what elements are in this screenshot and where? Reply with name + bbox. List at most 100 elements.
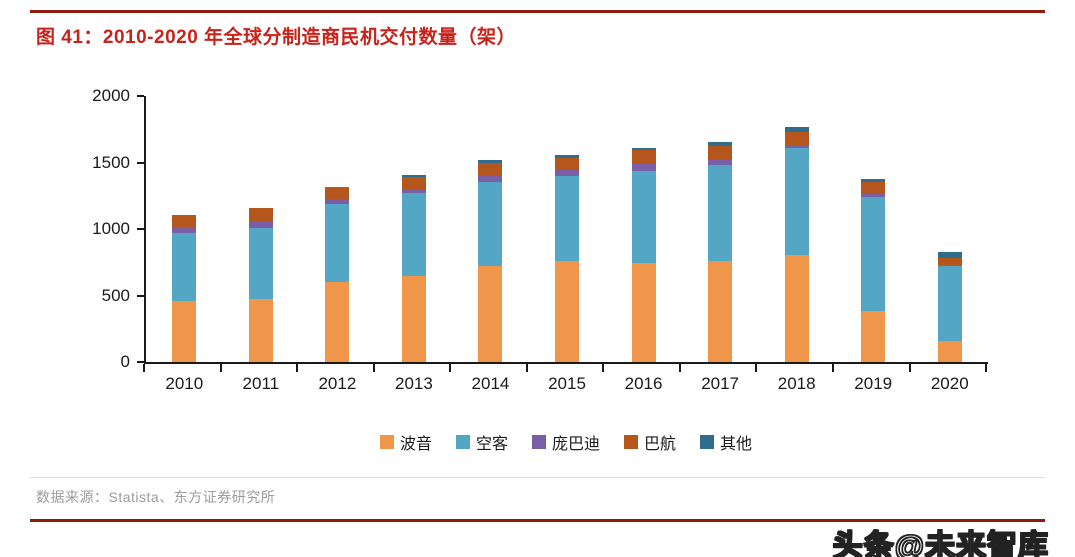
- bar-column-2018: [758, 96, 835, 362]
- data-source-note: 数据来源：Statista、东方证券研究所: [36, 489, 276, 505]
- bar-column-2014: [452, 96, 529, 362]
- bar-segment-空客-2015: [555, 176, 579, 261]
- y-tick-mark-1500: [137, 161, 144, 164]
- bar-segment-庞巴迪-2011: [248, 220, 273, 228]
- bar-column-2019: [835, 96, 912, 362]
- x-tick-label-2019: 2019: [854, 374, 893, 393]
- y-tick-label-1500: 1500: [92, 152, 130, 172]
- bar-segment-庞巴迪-2014: [478, 175, 503, 183]
- bar-segment-庞巴迪-2017: [708, 159, 733, 166]
- bar-segment-其他-2015: [555, 154, 579, 158]
- x-tick-mark-5: [525, 364, 528, 372]
- x-tick-mark-3: [372, 364, 375, 372]
- y-tick-mark-0: [137, 361, 144, 363]
- chart-legend: 波音 空客 庞巴迪 巴航 其他: [144, 430, 988, 454]
- x-tick-label-2014: 2014: [471, 374, 510, 393]
- bar-column-2016: [605, 96, 682, 362]
- bar-segment-庞巴迪-2019: [861, 194, 886, 197]
- bar-segment-巴航-2020: [937, 257, 962, 265]
- x-tick-mark-0: [143, 364, 145, 372]
- x-tick-mark-8: [755, 364, 758, 372]
- bar-column-2011: [223, 96, 300, 362]
- bar-column-2015: [529, 96, 606, 362]
- bar-segment-巴航-2015: [555, 157, 579, 171]
- bar-segment-波音-2016: [631, 262, 656, 362]
- x-tick-label-2018: 2018: [777, 374, 816, 393]
- top-rule: [30, 10, 1045, 13]
- y-tick-mark-1000: [137, 228, 144, 230]
- x-tick-label-2010: 2010: [165, 374, 204, 393]
- bar-segment-空客-2017: [708, 165, 733, 261]
- legend-label-巴航: 巴航: [644, 436, 677, 453]
- bar-segment-庞巴迪-2015: [555, 170, 579, 177]
- legend-label-庞巴迪: 庞巴迪: [551, 436, 600, 453]
- divider-line: [30, 477, 1045, 478]
- legend-swatch-巴航: [624, 435, 638, 449]
- bar-segment-空客-2019: [861, 196, 886, 312]
- bar-segment-空客-2016: [631, 171, 656, 263]
- x-tick-label-2013: 2013: [395, 374, 433, 393]
- x-tick-mark-9: [831, 364, 834, 372]
- bar-segment-波音-2020: [937, 341, 962, 362]
- plot-area: [144, 96, 988, 364]
- bar-segment-其他-2016: [631, 147, 656, 151]
- stacked-bar-2013: [401, 174, 426, 362]
- stacked-bar-2019: [861, 178, 886, 362]
- y-tick-label-1000: 1000: [92, 219, 130, 238]
- y-tick-label-2000: 2000: [92, 86, 130, 105]
- legend-item-庞巴迪: 庞巴迪: [531, 430, 600, 454]
- y-tick-mark-2000: [137, 95, 144, 97]
- stacked-bar-2017: [708, 142, 733, 362]
- bar-segment-其他-2013: [401, 174, 426, 177]
- stacked-bar-2020: [937, 251, 962, 362]
- bar-segment-其他-2018: [784, 127, 809, 133]
- bar-column-2017: [682, 96, 759, 362]
- x-tick-label-2016: 2016: [624, 374, 663, 393]
- bar-column-2013: [376, 96, 453, 362]
- bar-segment-空客-2020: [937, 265, 962, 342]
- x-tick-label-2017: 2017: [701, 374, 740, 393]
- bar-segment-巴航-2014: [478, 163, 503, 176]
- bar-segment-巴航-2017: [708, 146, 733, 160]
- bar-segment-波音-2013: [401, 275, 426, 362]
- bar-segment-波音-2010: [172, 300, 197, 362]
- x-tick-mark-7: [678, 364, 681, 372]
- stacked-bar-2014: [478, 159, 503, 362]
- bar-segment-庞巴迪-2020: [937, 264, 962, 266]
- bar-segment-波音-2015: [555, 260, 579, 362]
- bar-segment-波音-2012: [325, 282, 350, 362]
- bar-segment-空客-2013: [401, 192, 426, 276]
- legend-item-波音: 波音: [379, 430, 432, 454]
- bar-segment-其他-2019: [861, 178, 886, 183]
- stacked-bar-2015: [555, 154, 579, 362]
- legend-label-波音: 波音: [399, 436, 432, 453]
- legend-item-巴航: 巴航: [624, 430, 676, 454]
- bar-segment-波音-2019: [861, 311, 886, 362]
- stacked-bar-2011: [248, 207, 273, 362]
- y-tick-mark-500: [137, 294, 144, 297]
- watermark-text: 头条@未来智库: [832, 529, 1049, 557]
- x-tick-labels: 2010 2011 2012 2013 2014 2015 2016 2017 2018 2019…: [146, 374, 988, 394]
- stacked-bar-2018: [784, 127, 809, 362]
- bar-segment-巴航-2019: [861, 182, 886, 195]
- bar-segment-其他-2014: [478, 159, 503, 164]
- bar-segment-空客-2018: [784, 148, 809, 255]
- x-tick-label-2012: 2012: [318, 374, 357, 393]
- bar-segment-庞巴迪-2010: [172, 227, 197, 233]
- bar-segment-波音-2014: [478, 265, 503, 362]
- bar-segment-庞巴迪-2012: [325, 199, 350, 204]
- bar-column-2010: [146, 96, 223, 362]
- x-tick-mark-1: [219, 364, 222, 372]
- x-tick-label-2011: 2011: [242, 374, 280, 393]
- x-tick-mark-10: [908, 364, 911, 372]
- legend-swatch-空客: [455, 435, 470, 449]
- bar-segment-巴航-2016: [631, 150, 656, 165]
- legend-item-其他: 其他: [700, 430, 752, 454]
- bar-segment-空客-2012: [325, 203, 350, 283]
- stacked-bar-2010: [172, 215, 197, 362]
- legend-item-空客: 空客: [455, 430, 508, 454]
- bar-segment-庞巴迪-2016: [631, 164, 656, 172]
- y-tick-label-0: 0: [120, 352, 130, 371]
- legend-swatch-其他: [700, 435, 715, 449]
